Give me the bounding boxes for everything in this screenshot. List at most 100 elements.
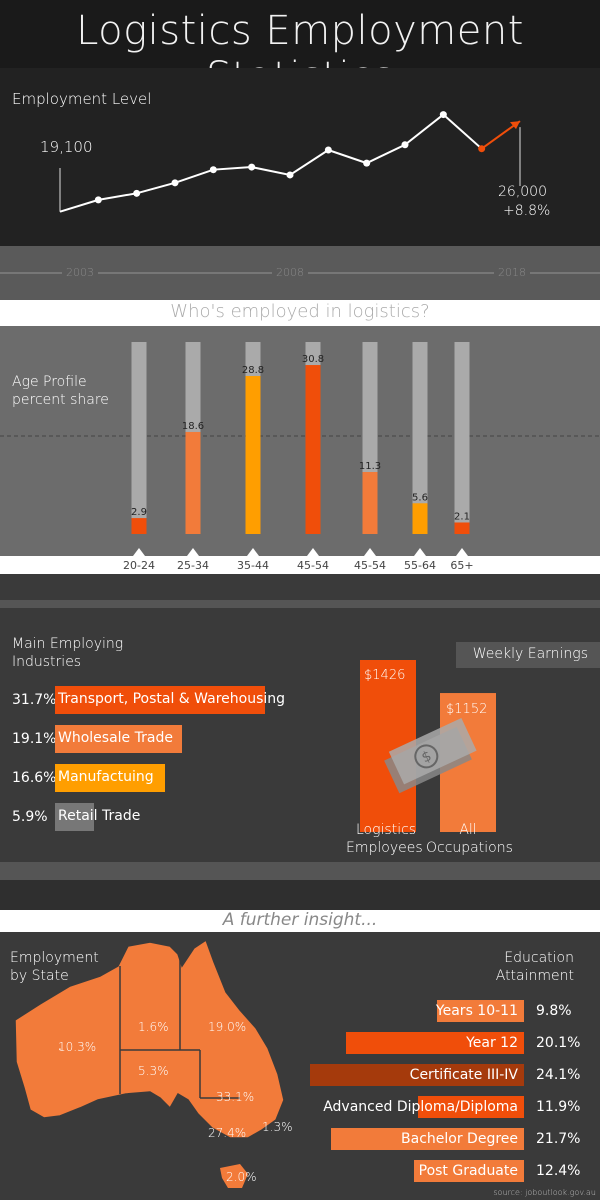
age-bar-value: 30.8 <box>302 354 324 365</box>
state-section: Employment by State . 10.3% 1.6% 19.0% 5… <box>0 932 600 1200</box>
education-name: Advanced Diploma/Diploma <box>323 1099 518 1115</box>
industry-name: Transport, Postal & Warehousing <box>58 691 286 707</box>
education-pct: 20.1% <box>536 1035 581 1051</box>
age-bar <box>362 472 378 534</box>
state-tas: 2.0% <box>226 1170 257 1184</box>
education-row: Bachelor Degree 21.7% <box>300 1128 600 1152</box>
education-name: Year 12 <box>466 1035 518 1051</box>
industry-bar <box>55 725 182 753</box>
employment-section: Employment Level 19,100 26,000 +8.8% <box>0 68 600 246</box>
divider <box>0 862 600 910</box>
employment-point <box>133 189 141 197</box>
industry-name: Manufactuing <box>58 769 154 785</box>
state-nsw: 33.1% <box>216 1090 255 1104</box>
education-label-line2: Attainment <box>495 968 574 984</box>
age-category-label: 20-24 <box>123 559 155 572</box>
age-category-label: 25-34 <box>177 559 209 572</box>
education-name: Certificate III-IV <box>409 1067 518 1083</box>
earnings-logistics-value: $1426 <box>364 668 406 683</box>
age-axis-pointer-icon <box>414 548 426 556</box>
employment-point <box>286 171 294 179</box>
education-name: Years 10-11 <box>435 1003 518 1019</box>
education-row: Advanced Diploma/Diploma 11.9% <box>300 1096 600 1120</box>
age-category-label: 55-64 <box>404 559 436 572</box>
age-bar <box>305 365 321 534</box>
employment-line-chart <box>59 111 521 213</box>
age-bar <box>131 518 147 534</box>
education-pct: 24.1% <box>536 1067 581 1083</box>
employment-end-value: 26,000 <box>498 184 547 200</box>
age-bar-value: 5.6 <box>412 492 428 503</box>
age-axis-band: 20-24 25-34 35-44 45-54 45-54 55-64 65+ <box>0 548 600 574</box>
industry-row: 5.9% Retail Trade <box>0 803 340 833</box>
age-axis: 20-24 25-34 35-44 45-54 45-54 55-64 65+ <box>123 548 474 572</box>
education-row: Years 10-11 9.8% <box>300 1000 600 1024</box>
education-row: Certificate III-IV 24.1% <box>300 1064 600 1088</box>
earnings-title-box: Weekly Earnings <box>456 642 600 668</box>
industry-name: Wholesale Trade <box>58 730 173 746</box>
age-bar-track <box>454 342 470 534</box>
industry-pct: 31.7% <box>12 692 57 708</box>
age-bar <box>245 376 261 534</box>
money-icon: $ <box>384 717 477 794</box>
age-bar <box>454 522 470 534</box>
industry-row: 19.1% Wholesale Trade <box>0 725 340 755</box>
industry-bar <box>55 686 265 714</box>
employment-end-change: +8.8% <box>503 203 551 219</box>
state-act: 1.3% <box>262 1120 293 1134</box>
age-bar-track <box>412 342 428 534</box>
employment-point <box>401 141 409 149</box>
age-bar-value: 2.1 <box>454 511 470 522</box>
employment-start-value: 19,100 <box>40 138 93 156</box>
earnings-all-label-1: All <box>459 822 477 838</box>
industries-label-line2: Industries <box>12 654 82 670</box>
industry-bar <box>55 764 165 792</box>
state-vic: 27.4% <box>208 1126 247 1140</box>
age-axis-pointer-icon <box>187 548 199 556</box>
earnings-logistics-label-1: Logistics <box>356 822 417 838</box>
divider <box>0 600 600 608</box>
age-axis-pointer-icon <box>247 548 259 556</box>
employment-series-line <box>59 113 483 213</box>
employment-point <box>478 145 486 153</box>
state-nt: 1.6% <box>138 1020 169 1034</box>
insight-heading: A further insight... <box>222 910 378 930</box>
svg-text:.: . <box>58 1039 62 1053</box>
employment-point <box>248 163 256 171</box>
age-profile-section: Age Profile percent share 2.9 18.6 28.8 30.… <box>0 326 600 556</box>
title-band: Logistics Employment Statistics <box>0 0 600 100</box>
age-profile-chart: 2.9 18.6 28.8 30.8 11.3 5.6 2.1 <box>0 342 600 534</box>
age-axis-pointer-icon <box>133 548 145 556</box>
education-pct: 21.7% <box>536 1131 581 1147</box>
earnings-logistics-label-2: Employees <box>346 840 423 856</box>
industry-pct: 16.6% <box>12 770 57 786</box>
state-sa: 5.3% <box>138 1064 169 1078</box>
earnings-chart: $ <box>360 660 496 832</box>
age-bar-value: 2.9 <box>131 507 147 518</box>
industry-name: Retail Trade <box>58 808 141 824</box>
industry-pct: 19.1% <box>12 731 57 747</box>
age-bar-track <box>131 342 147 534</box>
arrow-icon <box>510 121 520 130</box>
education-pct: 12.4% <box>536 1163 581 1179</box>
insight-heading-band: A further insight... <box>0 910 600 932</box>
earnings-all-value: $1152 <box>446 702 488 717</box>
education-bar <box>413 1160 524 1182</box>
timeline-band: 2003 2008 2018 <box>0 246 600 300</box>
state-label-line2: by State <box>10 968 69 984</box>
timeline-year-2: 2008 <box>272 266 308 279</box>
age-bar <box>185 431 201 534</box>
age-category-label: 45-54 <box>354 559 386 572</box>
age-category-label: 45-54 <box>297 559 329 572</box>
age-axis-pointer-icon <box>456 548 468 556</box>
industries-section: Main Employing Industries 31.7% Transport… <box>0 608 600 862</box>
education-pct: 9.8% <box>536 1003 572 1019</box>
age-axis-pointer-icon <box>364 548 376 556</box>
education-bar <box>310 1064 524 1086</box>
source-note: source: joboutlook.gov.au <box>493 1188 596 1197</box>
education-bar <box>418 1096 524 1118</box>
employment-label: Employment Level <box>12 90 152 108</box>
age-label-line1: Age Profile <box>12 374 87 390</box>
earnings-all-label-2: Occupations <box>426 840 513 856</box>
who-pointer-icon <box>288 326 308 336</box>
